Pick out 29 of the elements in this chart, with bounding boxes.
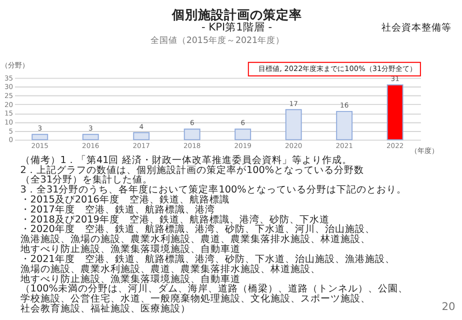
text: ・2018及び2019年度 空港、鉄道、航路標識、港湾、砂防、下水道: [20, 213, 330, 226]
bar: [32, 134, 48, 140]
bar: [386, 84, 404, 140]
text: 漁場の施設、農業水利施設、農道、農業集落排水施設、林道施設、: [20, 262, 320, 275]
text: ・2021年度 空港、鉄道、航路標識、港湾、砂防、下水道、治山施設、漁港施設、: [20, 252, 395, 265]
chart-title: 個別施設計画の策定率: [170, 6, 302, 22]
text: 学校施設、公営住宅、水道、一般廃棄物処理施設、文化施設、スポーツ施設、: [20, 292, 370, 305]
bar: [336, 110, 353, 140]
text: ・2015及び2016年度 空港、鉄道、航路標識: [20, 194, 230, 206]
text: ・2017年度 空港、鉄道、航路標識、港湾: [20, 203, 215, 216]
text: 20: [442, 300, 456, 313]
text: ・2020年度 空港、鉄道、航路標識、港湾、砂防、下水道、河川、治山施設、: [20, 223, 375, 236]
bar: [285, 109, 302, 140]
text: （備考）1．「第41回 経済・財政一体改革推進委員会資料」等より作成。: [20, 154, 352, 166]
text: 社会資本整備等: [381, 21, 452, 34]
text: 地すべり防止施設、漁業集落環境施設、自動車道: [19, 243, 240, 256]
text: 漁港施設、漁場の施設、農業水利施設、農道、農業集落排水施設、林道施設、: [20, 233, 370, 246]
text: 全国値（2015年度～2021年度）: [150, 35, 285, 46]
text: 地すべり防止施設、漁業集落環境施設、自動車道: [19, 272, 240, 285]
bar: [133, 132, 150, 140]
text: 3．全31分野のうち、各年度において策定率100%となっている分野は下記のとおり。: [20, 184, 406, 196]
bar: [234, 128, 252, 140]
text: 社会教育施設、福祉施設、医療施設）: [20, 302, 190, 315]
bar: [82, 134, 99, 140]
text: 2．上記グラフの数値は、個別施設計画の策定率が100%となっている分野数: [20, 164, 364, 176]
text: （全31分野）を集計した値。: [20, 174, 153, 186]
chart-subtitle: - KPI第1階層 -: [201, 20, 272, 34]
text: （100%未満の分野は、河川、ダム、海岸、道路（橋梁）、道路（トンネル）、公園、: [20, 282, 408, 295]
bar: [184, 128, 200, 140]
